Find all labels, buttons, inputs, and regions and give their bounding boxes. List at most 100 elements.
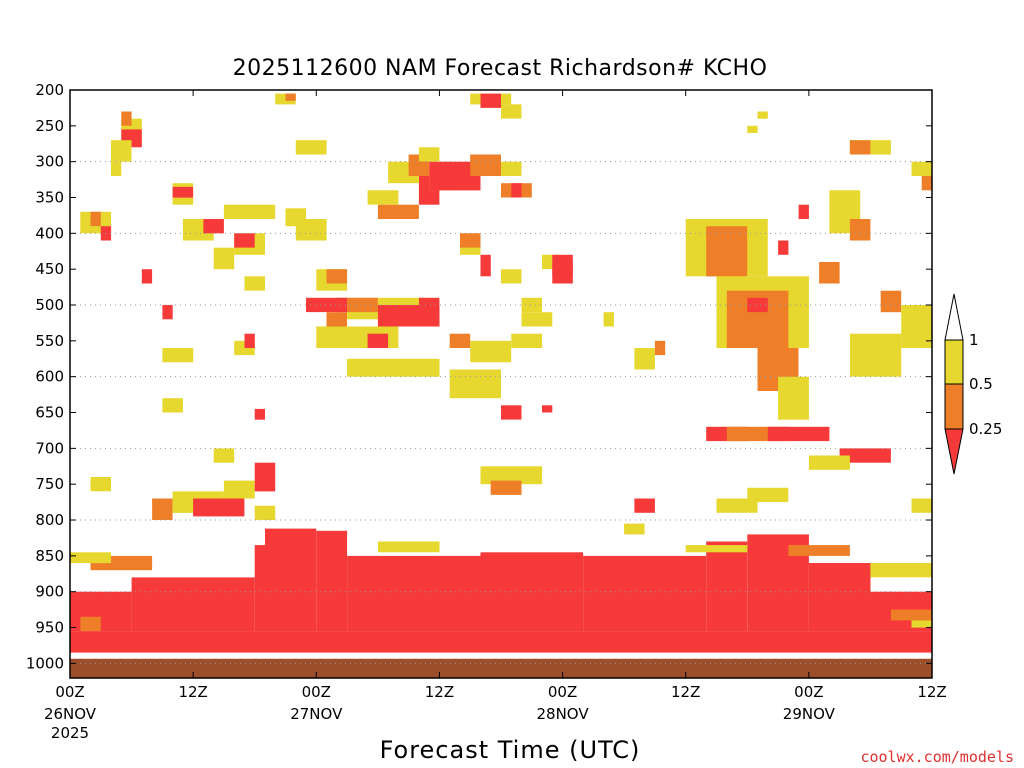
heat-cell-low-55 (306, 297, 347, 313)
heat-cell-low-82 (511, 183, 522, 198)
heat-cell-low-24 (193, 498, 245, 517)
x-tick-time-0: 00Z (55, 683, 84, 701)
heat-cell-mid-129 (849, 140, 871, 155)
x-tick-time-84: 12Z (917, 683, 946, 701)
x-axis-label: Forecast Time (UTC) (380, 736, 641, 764)
heat-cell-high-107 (162, 348, 194, 363)
x-tick-year-0: 2025 (51, 724, 89, 742)
heat-cell-low-5 (316, 530, 348, 632)
heat-cell-mid-90 (121, 111, 132, 126)
heat-cell-low-4 (265, 528, 317, 632)
x-tick-time-12: 12Z (178, 683, 207, 701)
heat-cell-low-40 (501, 405, 522, 420)
heat-cell-low-97 (203, 219, 224, 234)
x-tick-time-60: 12Z (671, 683, 700, 701)
heat-cell-high-44 (162, 398, 183, 413)
heat-cell-mid-52 (336, 297, 378, 313)
heat-cell-mid-94 (90, 211, 101, 227)
y-tick-label-800: 800 (35, 511, 64, 529)
heat-cell-low-6 (347, 555, 481, 632)
legend-level-2: 0.25 (969, 420, 1002, 438)
heat-cell-mid-87 (285, 93, 296, 101)
y-tick-label-1000: 1000 (26, 654, 64, 672)
heat-cell-low-135 (778, 240, 789, 255)
heat-cell-low-62 (480, 254, 491, 277)
heat-cell-low-0 (70, 631, 932, 653)
y-tick-label-350: 350 (35, 189, 64, 207)
heat-cell-high-18 (870, 563, 932, 578)
heat-cell-low-3 (254, 545, 265, 632)
heat-cell-mid-69 (377, 204, 419, 219)
heat-cell-low-9 (706, 541, 748, 632)
heat-cell-high-124 (901, 305, 932, 348)
heat-cell-mid-114 (654, 340, 666, 356)
heat-cell-low-110 (552, 254, 573, 277)
y-tick-label-600: 600 (35, 368, 64, 386)
y-tick-label-900: 900 (35, 583, 64, 601)
heat-cell-low-109 (244, 333, 255, 348)
heat-cell-high-91 (111, 140, 132, 162)
heat-cell-low-106 (162, 305, 173, 320)
y-axis: 200 250 300 350 400 450 500 550 600 650 700 750 800 8… (26, 81, 932, 672)
heat-cell-high-34 (716, 498, 758, 513)
x-tick-date-72: 29NOV (783, 705, 836, 723)
heat-cell-high-33 (808, 455, 850, 470)
heat-cell-high-38 (480, 466, 543, 485)
site-credit[interactable]: coolwx.com/models (860, 748, 1014, 766)
heat-cell-low-26 (254, 462, 276, 492)
heat-cell-mid-116 (706, 226, 748, 277)
heat-cell-mid-17 (788, 545, 850, 556)
heat-cell-high-63 (501, 269, 522, 284)
heat-cell-mid-61 (460, 233, 481, 248)
heat-cell-high-132 (757, 111, 768, 119)
heat-cell-high-111 (521, 312, 553, 327)
y-tick-label-850: 850 (35, 547, 64, 565)
heatmap-cells (70, 93, 932, 653)
heat-cell-high-73 (295, 140, 327, 155)
heat-cell-high-28 (254, 505, 276, 520)
heat-cell-high-85 (501, 104, 522, 119)
heat-cell-low-99 (234, 233, 255, 248)
heat-cell-high-43 (90, 477, 111, 492)
heat-cell-low-49 (367, 333, 389, 348)
heat-cell-high-86 (275, 93, 296, 105)
heat-cell-high-104 (244, 276, 265, 291)
chart-title: 2025112600 NAM Forecast Richardson# KCHO (233, 56, 768, 81)
y-tick-label-400: 400 (35, 224, 64, 242)
y-tick-label-300: 300 (35, 153, 64, 171)
heat-cell-high-48 (347, 358, 440, 377)
heat-cell-mid-131 (921, 176, 932, 191)
heat-cell-high-25 (223, 480, 255, 499)
y-tick-label-700: 700 (35, 439, 64, 457)
heat-cell-low-121 (747, 297, 768, 313)
heat-cell-low-41 (542, 405, 553, 413)
heat-cell-high-36 (747, 487, 789, 503)
plot-frame (69, 89, 933, 679)
heat-cell-high-71 (285, 208, 306, 227)
y-tick-label-950: 950 (35, 619, 64, 637)
heat-cell-mid-54 (326, 269, 347, 284)
x-tick-date-48: 28NOV (537, 705, 590, 723)
heat-cell-high-56 (449, 369, 501, 399)
y-tick-label-750: 750 (35, 475, 64, 493)
heat-cell-high-70 (367, 190, 399, 205)
heat-cell-high-103 (213, 247, 235, 270)
ground-fill (70, 658, 932, 678)
heat-cell-low-8 (583, 555, 707, 632)
y-tick-label-450: 450 (35, 260, 64, 278)
heat-cell-low-2 (131, 577, 255, 632)
heat-cell-high-58 (470, 340, 512, 363)
heat-cell-low-35 (634, 498, 655, 513)
heat-cell-high-37 (911, 498, 932, 513)
heat-cell-high-64 (521, 297, 542, 313)
heat-cell-low-65 (418, 297, 440, 320)
heat-cell-mid-19 (80, 616, 101, 632)
legend-swatch-mid (944, 383, 964, 430)
heat-cell-high-59 (511, 333, 543, 348)
legend-level-1: 0.5 (969, 375, 993, 393)
x-tick-time-72: 00Z (794, 683, 823, 701)
x-tick-time-36: 12Z (425, 683, 454, 701)
legend-over-triangle (944, 293, 964, 341)
heat-cell-high-45 (213, 448, 235, 463)
heat-cell-high-15 (377, 541, 440, 553)
